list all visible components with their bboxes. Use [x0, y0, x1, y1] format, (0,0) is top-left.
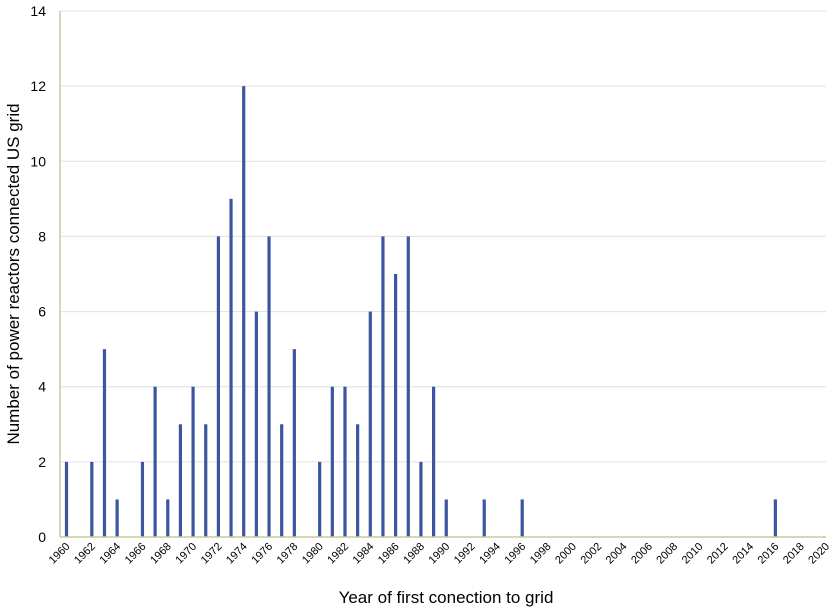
- y-tick-label: 8: [38, 228, 46, 244]
- y-tick-labels: 0 2 4 6 8 10 12 14: [30, 3, 46, 545]
- x-tick-label: 1980: [300, 541, 326, 567]
- x-tick-label: 1992: [452, 541, 478, 567]
- x-tick-label: 1978: [275, 541, 301, 567]
- x-tick-label: 2006: [629, 541, 655, 567]
- bar-1969: [178, 424, 183, 537]
- bar-2016: [773, 499, 777, 537]
- bar-1976: [267, 236, 271, 537]
- x-tick-label: 1986: [376, 541, 402, 567]
- x-tick-label: 1998: [528, 541, 554, 567]
- bar-1980: [318, 461, 322, 537]
- y-tick-label: 12: [30, 78, 46, 94]
- x-tick-label: 1982: [325, 541, 351, 567]
- x-tick-label: 1960: [47, 541, 73, 567]
- y-tick-label: 4: [38, 379, 46, 395]
- bar-1986: [394, 274, 398, 537]
- y-axis-title: Number of power reactors connected US gr…: [4, 103, 23, 444]
- bar-1973: [229, 198, 233, 537]
- bar-1960: [64, 461, 69, 537]
- x-tick-label: 1994: [477, 541, 503, 567]
- x-tick-label: 1972: [199, 541, 225, 567]
- bar-1967: [153, 386, 157, 537]
- x-tick-label: 2004: [604, 541, 630, 567]
- y-tick-label: 10: [30, 153, 46, 169]
- axes: [59, 11, 826, 538]
- bar-1985: [381, 236, 385, 537]
- x-tick-label: 2014: [730, 541, 756, 567]
- bar-1972: [216, 236, 220, 537]
- bar-1977: [280, 424, 284, 537]
- bar-1984: [368, 311, 372, 537]
- x-tick-labels: 1960 1962 1964 1966 1968 1970 1972 1974 1976 1978…: [47, 541, 832, 567]
- x-axis-title: Year of first conection to grid: [339, 588, 554, 607]
- x-tick-label: 1988: [401, 541, 427, 567]
- bar-1989: [431, 386, 436, 537]
- x-tick-label: 2018: [781, 541, 807, 567]
- x-tick-label: 2010: [680, 541, 706, 567]
- x-tick-label: 1970: [173, 541, 199, 567]
- x-tick-label: 2020: [806, 541, 832, 567]
- y-tick-label: 14: [30, 3, 46, 19]
- x-tick-label: 1996: [503, 541, 529, 567]
- bar-1990: [444, 499, 448, 537]
- bar-1978: [292, 349, 296, 537]
- x-tick-label: 2016: [756, 541, 782, 567]
- x-tick-label: 1962: [72, 541, 98, 567]
- bar-1970: [191, 386, 195, 537]
- bar-1962: [90, 461, 94, 537]
- bar-1971: [204, 424, 208, 537]
- x-tick-label: 1966: [123, 541, 149, 567]
- x-tick-label: 1990: [427, 541, 453, 567]
- y-tick-label: 0: [38, 529, 46, 545]
- bar-1988: [419, 461, 423, 537]
- y-tick-label: 6: [38, 304, 46, 320]
- bars: [64, 86, 777, 538]
- x-tick-label: 2012: [705, 541, 731, 567]
- y-tick-label: 2: [38, 454, 46, 470]
- x-tick-label: 2008: [654, 541, 680, 567]
- x-tick-label: 2000: [553, 541, 579, 567]
- bar-1975: [254, 311, 258, 537]
- bar-1963: [102, 349, 107, 537]
- gridlines: [60, 10, 826, 463]
- bar-1981: [330, 386, 334, 537]
- bar-1987: [406, 236, 410, 537]
- x-tick-label: 1976: [249, 541, 275, 567]
- bar-1996: [520, 499, 524, 537]
- x-tick-label: 1964: [97, 541, 123, 567]
- x-tick-label: 1968: [148, 541, 174, 567]
- bar-1966: [140, 461, 145, 537]
- x-tick-label: 1984: [351, 541, 377, 567]
- bar-1964: [115, 499, 119, 537]
- bar-1982: [343, 386, 347, 537]
- bar-1993: [482, 499, 486, 537]
- x-tick-label: 1974: [224, 541, 250, 567]
- x-tick-label: 2002: [578, 541, 604, 567]
- bar-1974: [242, 86, 246, 538]
- bar-1968: [166, 499, 170, 537]
- bar-1983: [356, 424, 360, 537]
